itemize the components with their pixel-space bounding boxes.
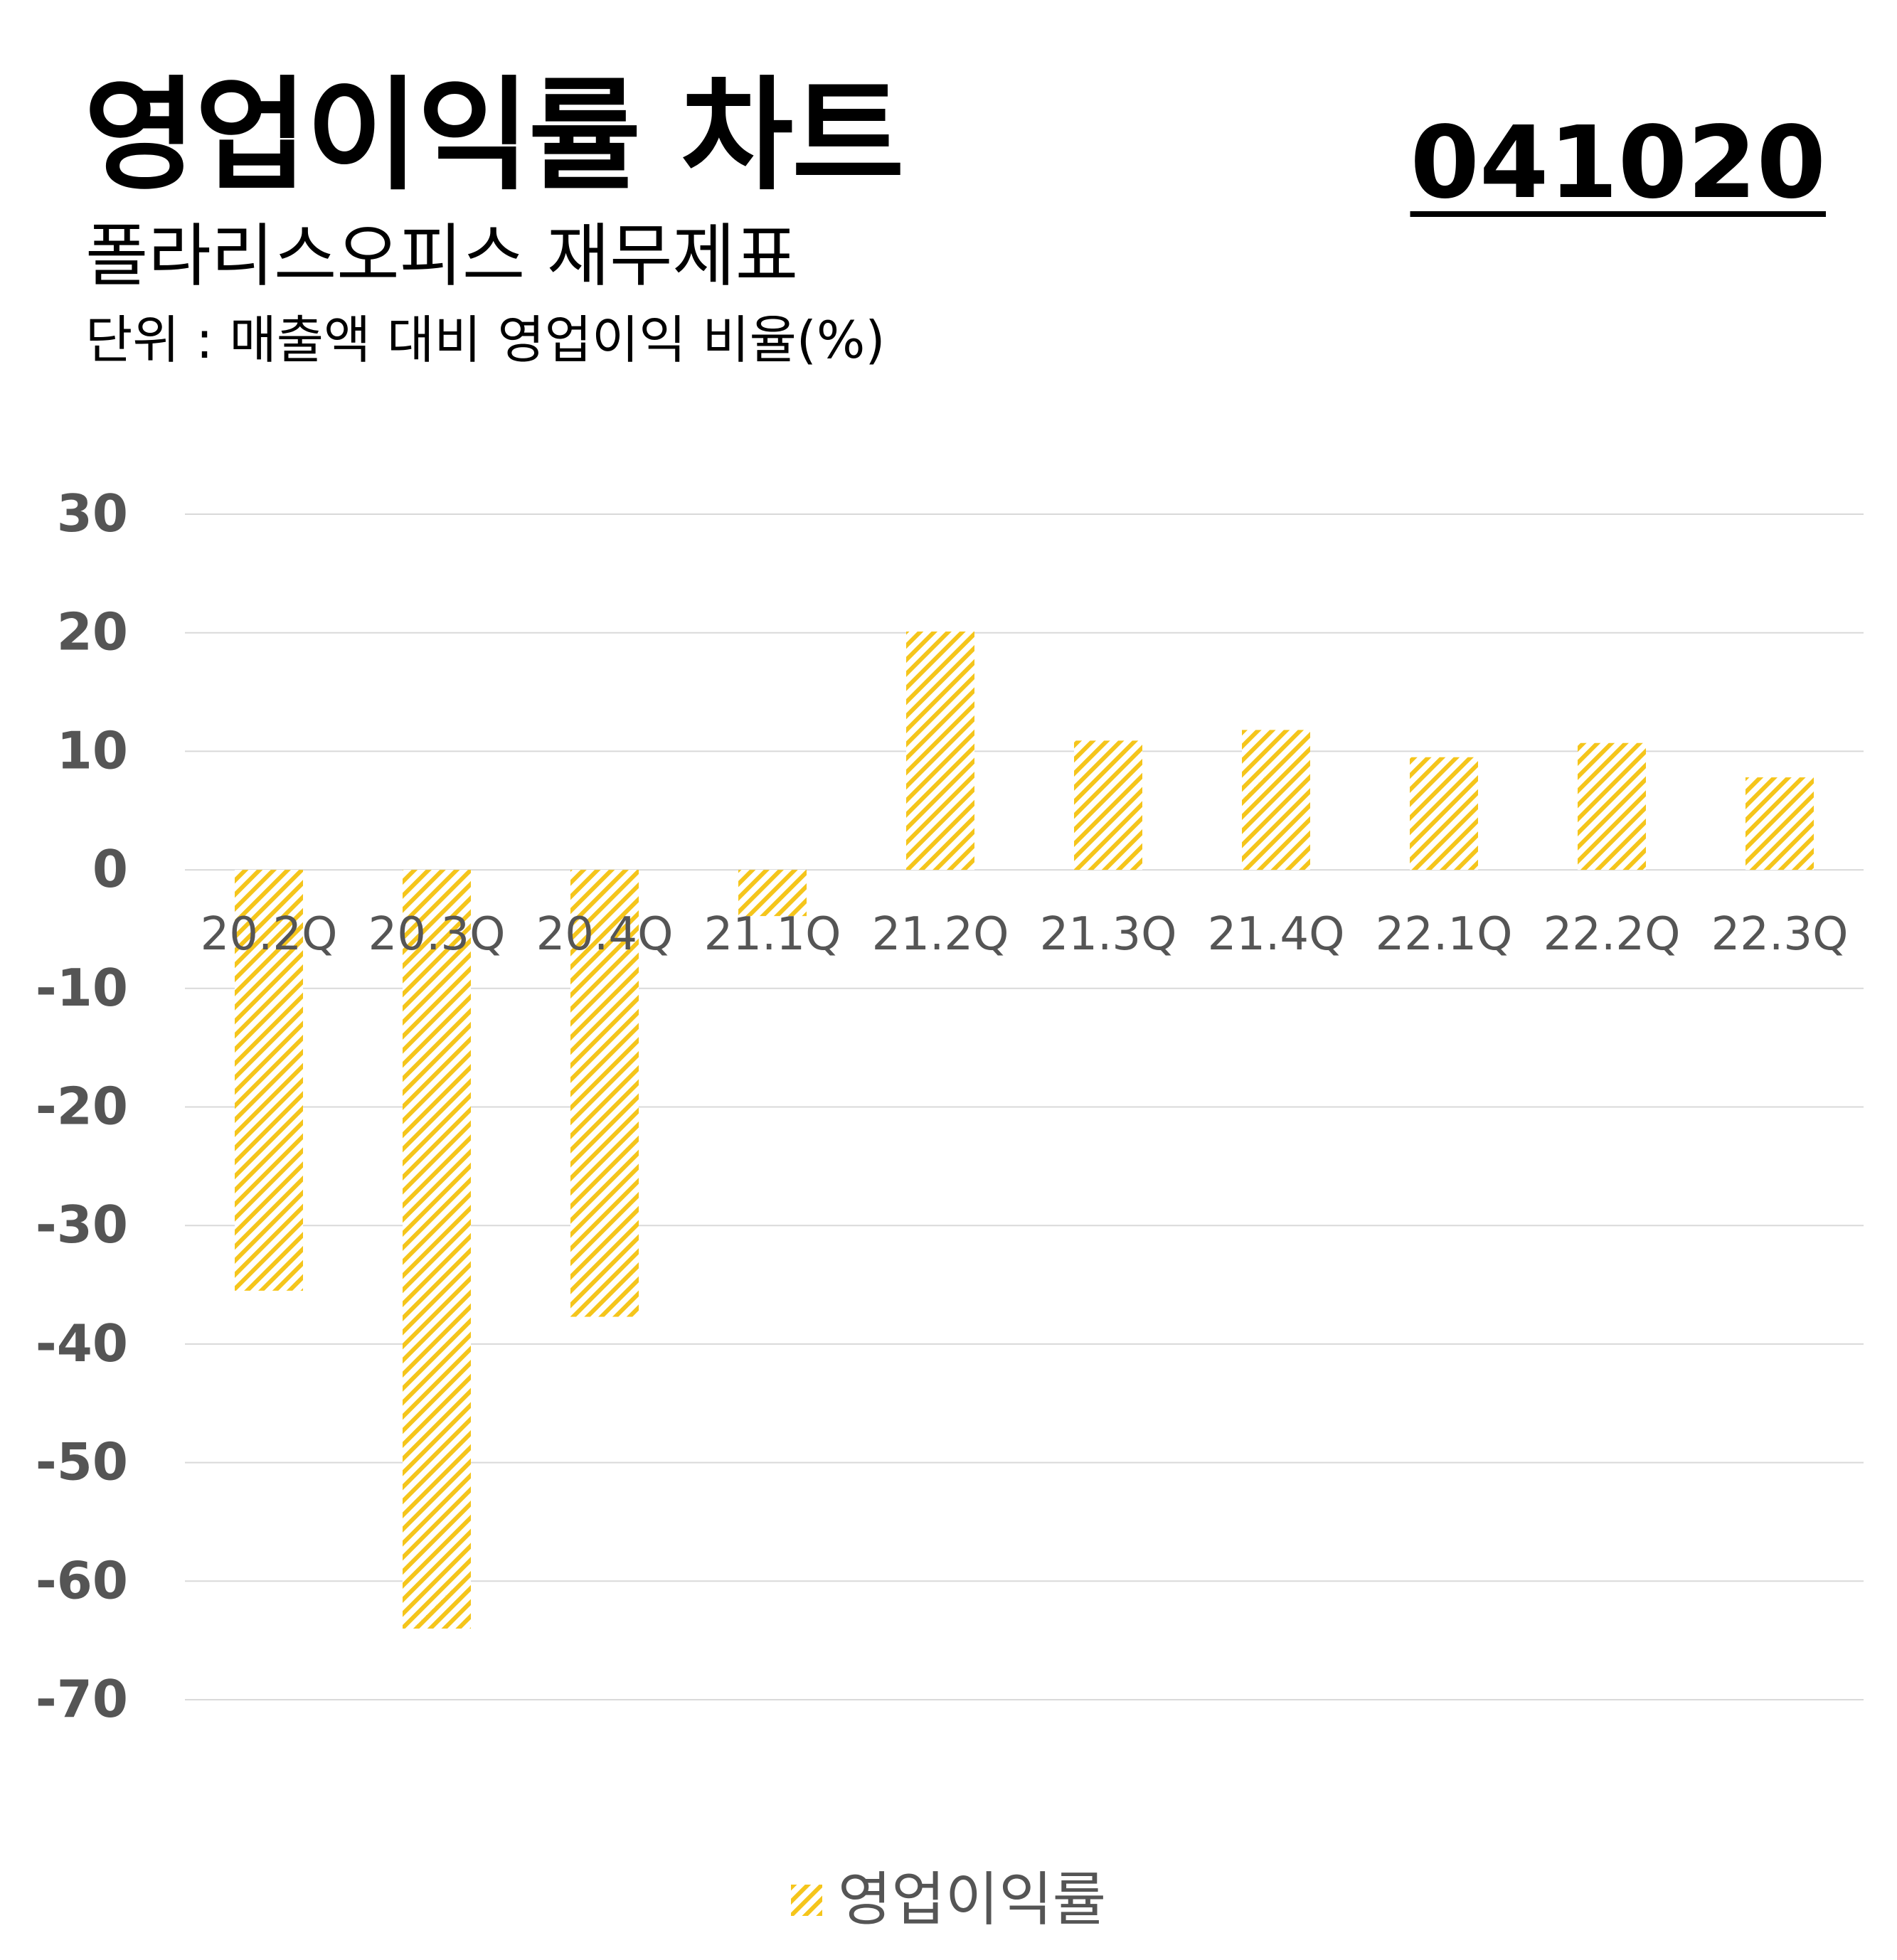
x-tick-label: 21.4Q — [1208, 908, 1345, 961]
bar — [1074, 740, 1142, 870]
y-tick-label: 10 — [57, 720, 128, 780]
y-tick-label: 30 — [57, 484, 128, 543]
y-tick-label: -70 — [36, 1669, 128, 1729]
unit-label: 단위 : 매출액 대비 영업이익 비율(%) — [85, 310, 886, 370]
page-subtitle: 폴라리스오피스 재무제표 — [85, 216, 799, 296]
x-tick-label: 21.3Q — [1040, 908, 1177, 961]
bar — [403, 870, 471, 1629]
bar — [1745, 777, 1814, 870]
legend: 영업이익률 — [0, 1868, 1897, 1929]
y-axis-ticks: 30 20 10 0 -10 -20 -30 -40 -50 -60 -70 — [36, 484, 128, 1729]
x-tick-label: 22.3Q — [1711, 908, 1849, 961]
legend-label: 영업이익률 — [837, 1866, 1107, 1934]
y-tick-label: 20 — [57, 602, 128, 662]
y-tick-label: -60 — [36, 1550, 128, 1610]
stock-code: 041020 — [1410, 105, 1826, 221]
x-tick-label: 22.1Q — [1376, 908, 1513, 961]
bars — [235, 632, 1814, 1629]
x-tick-label: 22.2Q — [1543, 908, 1681, 961]
x-tick-label: 21.2Q — [872, 908, 1009, 961]
bar — [1410, 757, 1478, 870]
y-tick-label: -50 — [36, 1432, 128, 1492]
y-tick-label: 0 — [92, 839, 128, 899]
y-tick-label: -40 — [36, 1314, 128, 1373]
legend-swatch — [790, 1885, 822, 1916]
bar — [570, 870, 639, 1317]
bar — [1578, 742, 1646, 870]
bar — [1242, 730, 1310, 870]
bar — [906, 632, 974, 870]
bar — [235, 870, 303, 1291]
x-tick-label: 20.4Q — [536, 908, 674, 961]
y-tick-label: -20 — [36, 1077, 128, 1136]
x-tick-label: 20.2Q — [201, 908, 338, 961]
x-tick-label: 20.3Q — [368, 908, 506, 961]
page-title: 영업이익률 차트 — [84, 64, 905, 207]
y-tick-label: -30 — [36, 1195, 128, 1255]
y-tick-label: -10 — [36, 958, 128, 1018]
x-axis-ticks: 20.2Q 20.3Q 20.4Q 21.1Q 21.2Q 21.3Q 21.4Q 22.1Q… — [201, 908, 1849, 961]
x-tick-label: 21.1Q — [704, 908, 841, 961]
bar — [738, 870, 807, 917]
